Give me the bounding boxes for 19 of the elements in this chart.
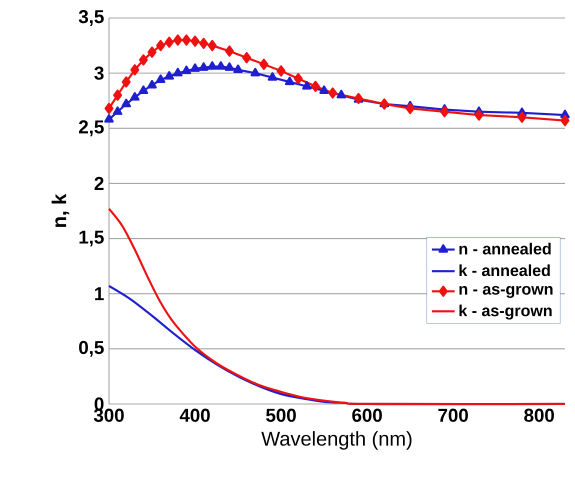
y-axis-title: n, k <box>52 194 70 227</box>
x-axis-title: Wavelength (nm) <box>261 431 412 450</box>
x-tick-label: 300 <box>94 408 124 422</box>
x-tick-label: 400 <box>180 408 210 422</box>
y-tick-label: 0,5 <box>79 340 104 357</box>
y-tick-label: 1,5 <box>80 230 104 246</box>
y-tick-label: 3,5 <box>78 10 104 26</box>
legend-label: n - annealed <box>459 242 551 255</box>
y-tick-label: 1 <box>95 287 104 300</box>
x-tick-label: 600 <box>352 408 382 422</box>
x-tick-label: 700 <box>438 408 468 422</box>
x-tick-label: 800 <box>524 408 554 422</box>
legend-label: n - as-grown <box>459 286 553 298</box>
y-tick-label: 2 <box>94 176 104 190</box>
legend-label: k - annealed <box>460 264 550 276</box>
legend-label: k - as-grown <box>460 304 552 320</box>
y-tick-label: 3 <box>94 66 104 80</box>
x-tick-label: 500 <box>266 408 296 422</box>
y-tick-label: 2,5 <box>78 120 104 136</box>
